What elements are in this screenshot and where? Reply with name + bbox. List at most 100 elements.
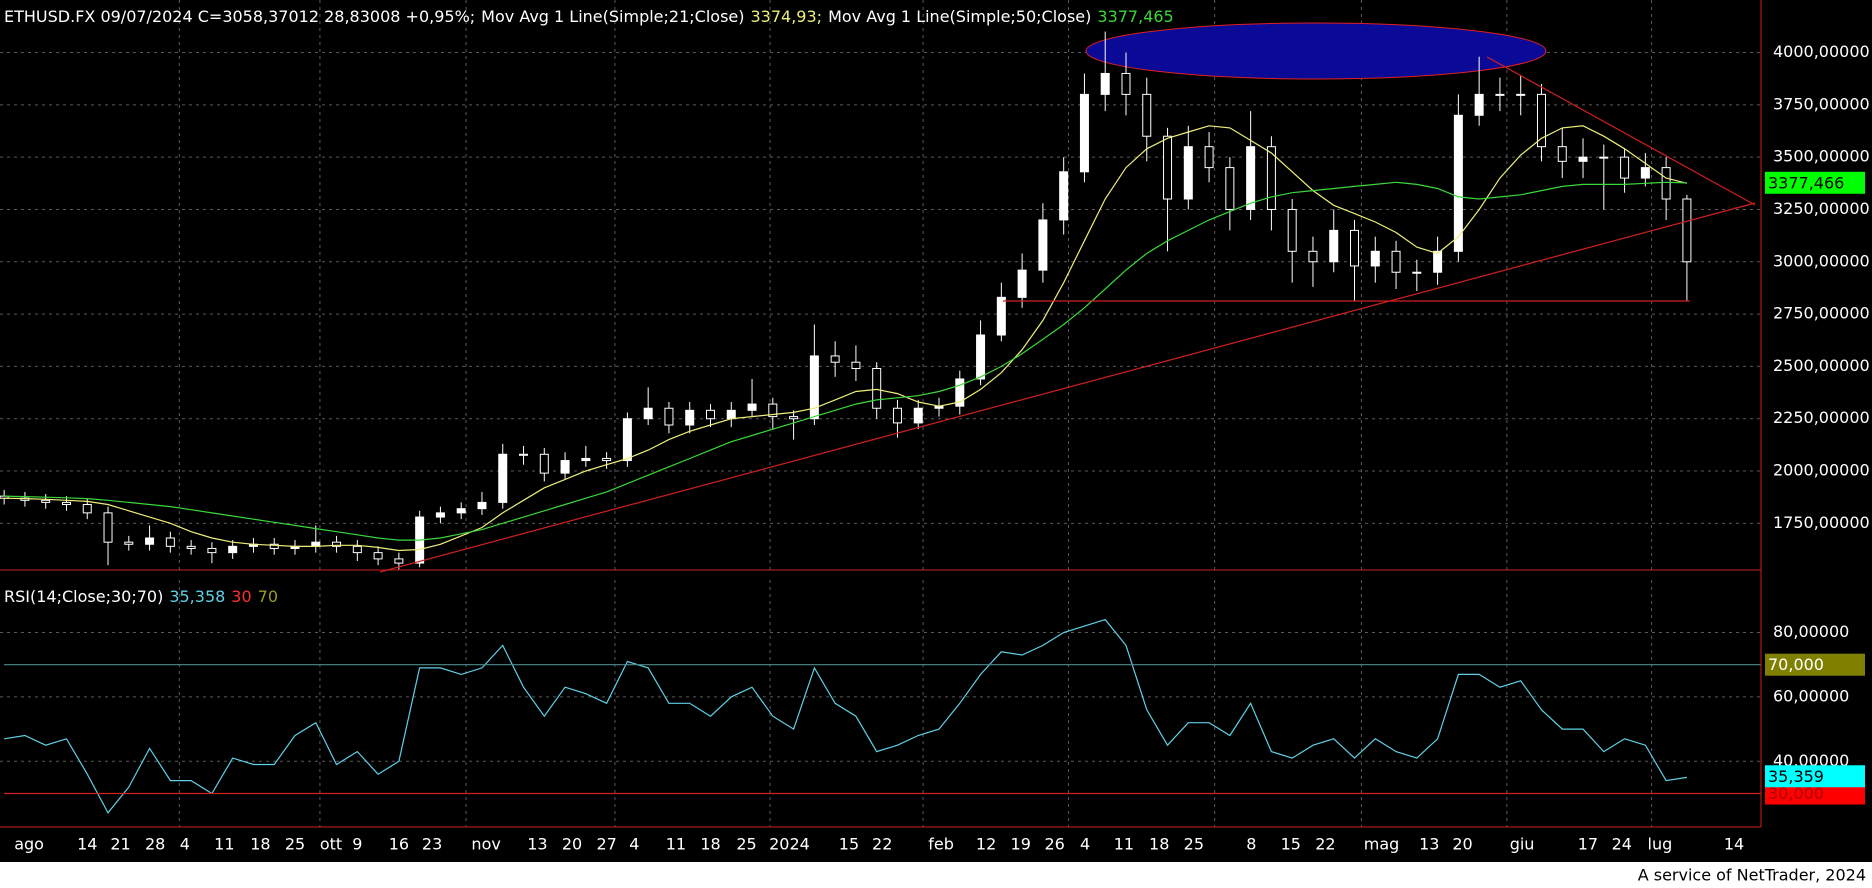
candle-body — [560, 460, 570, 474]
candle-body — [1661, 167, 1671, 200]
x-tick-label: 22 — [1315, 835, 1335, 854]
legend-entry: Mov Avg 1 Line(Simple;50;Close) — [828, 7, 1091, 26]
annotations-under — [1085, 22, 1547, 80]
value-box — [1765, 765, 1865, 788]
candle-body — [165, 537, 175, 547]
x-tick-label: 21 — [110, 835, 130, 854]
candle-body — [664, 407, 674, 426]
candle-body — [892, 407, 902, 424]
candle-body — [435, 512, 445, 518]
y-tick-label: 2000,00000 — [1773, 461, 1870, 480]
y-tick-label: 2500,00000 — [1773, 356, 1870, 375]
value-box — [1765, 782, 1865, 805]
candle-body — [41, 499, 51, 503]
candle-body — [1059, 171, 1069, 221]
x-tick-label: 11 — [666, 835, 686, 854]
x-tick-label: 28 — [145, 835, 165, 854]
candle-body — [747, 403, 757, 411]
x-tick-label: 18 — [1149, 835, 1169, 854]
candle-body — [1516, 93, 1526, 96]
candle-body — [145, 537, 155, 545]
candle-body — [1412, 271, 1422, 274]
x-tick-label: 15 — [1281, 835, 1301, 854]
x-tick-label: 2024 — [769, 835, 810, 854]
candle-body — [1536, 93, 1546, 148]
x-tick-label: 4 — [629, 835, 639, 854]
grid — [0, 0, 1761, 827]
candle-body — [207, 547, 217, 554]
candle-body — [103, 512, 113, 543]
candle-body — [1391, 250, 1401, 273]
x-tick-label: 14 — [1724, 835, 1744, 854]
candle-body — [1433, 250, 1443, 273]
x-tick-label: 20 — [1452, 835, 1472, 854]
x-tick-label: 4 — [180, 835, 190, 854]
candle-body — [61, 501, 71, 506]
y-tick-label: 3500,00000 — [1773, 147, 1870, 166]
y-tick-label: 4000,00000 — [1773, 42, 1870, 61]
candle-body — [913, 407, 923, 424]
candle-body — [186, 545, 196, 549]
y-tick-label: 3750,00000 — [1773, 94, 1870, 113]
x-tick-label: 20 — [562, 835, 582, 854]
candle-body — [1163, 135, 1173, 200]
legend-entry: RSI(14;Close;30;70) — [4, 587, 163, 606]
chart-title: ETHUSD.FX 09/07/2024 C=3058,37012 28,830… — [4, 7, 475, 26]
candle-body — [1142, 93, 1152, 137]
candle-body — [1474, 93, 1484, 116]
candle-body — [705, 409, 715, 420]
candle-body — [1453, 114, 1463, 252]
y-tick-label: 80,00000 — [1773, 622, 1849, 641]
candle-body — [976, 334, 986, 380]
highlight-ellipse — [1085, 22, 1547, 80]
candle-body — [622, 418, 632, 462]
x-tick-label: feb — [928, 835, 954, 854]
candle-body — [789, 416, 799, 420]
support-trendline — [379, 202, 1756, 573]
y-tick-label: 60,00000 — [1773, 686, 1849, 705]
candle-body — [1578, 156, 1588, 162]
candle-body — [1038, 219, 1048, 271]
candle-body — [1599, 156, 1609, 159]
annotations — [379, 56, 1756, 573]
x-tick-label: 13 — [527, 835, 547, 854]
candle-body — [872, 367, 882, 409]
x-tick-label: 16 — [389, 835, 409, 854]
candle-body — [1225, 167, 1235, 210]
level-label: 70 — [258, 587, 278, 606]
x-tick-label: lug — [1648, 835, 1673, 854]
value-box — [1765, 171, 1865, 194]
footer: A service of NetTrader, 2024 — [1638, 866, 1866, 885]
candle-body — [82, 504, 92, 514]
candle-body — [1121, 72, 1131, 95]
candle-body — [498, 453, 508, 503]
candle-body — [1350, 229, 1360, 267]
candle-body — [1640, 167, 1650, 179]
x-tick-label: 25 — [285, 835, 305, 854]
y-tick-label: 3250,00000 — [1773, 199, 1870, 218]
candle-body — [768, 403, 778, 418]
series-line — [4, 125, 1688, 552]
x-tick-label: nov — [471, 835, 500, 854]
candle-body — [1370, 250, 1380, 267]
candle-body — [581, 457, 591, 462]
candle-body — [1183, 146, 1193, 200]
legend-value: 3377,465 — [1097, 7, 1173, 26]
candle-body — [124, 541, 134, 545]
candle-body — [0, 495, 9, 499]
candle-body — [1266, 146, 1276, 210]
candle-body — [1204, 146, 1214, 169]
x-tick-label: 12 — [976, 835, 996, 854]
marks — [0, 31, 1761, 814]
x-tick-label: 8 — [1246, 835, 1256, 854]
y-tick-label: 40,00000 — [1773, 751, 1849, 770]
candle-body — [1246, 146, 1256, 210]
x-tick-label: 26 — [1044, 835, 1064, 854]
x-tick-label: 24 — [1612, 835, 1632, 854]
candle-body — [726, 409, 736, 420]
x-tick-label: 22 — [872, 835, 892, 854]
x-tick-label: 15 — [839, 835, 859, 854]
x-tick-label: mag — [1364, 835, 1400, 854]
candle-body — [456, 508, 466, 514]
